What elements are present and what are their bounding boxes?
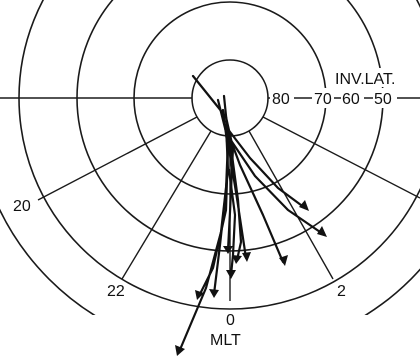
label-lat-50: 50: [374, 91, 392, 108]
label-mlt-2: 2: [337, 283, 346, 300]
arrowhead-10: [226, 270, 236, 279]
arrowhead-6: [279, 255, 288, 266]
label-mlt-0: 0: [226, 312, 235, 329]
arrowhead-group: [175, 200, 327, 356]
arrowhead-5: [242, 252, 251, 262]
meridian-2: [248, 130, 334, 280]
label-coordinate-name: INV.LAT.: [335, 71, 395, 88]
trajectory-8: [226, 134, 325, 236]
arrowhead-7: [299, 200, 309, 211]
latitude-circle-80: [191, 59, 269, 137]
labels: 80 70 60 50 INV.LAT. 20 22 0 2 MLT: [13, 68, 414, 349]
label-60-background: [341, 88, 364, 108]
trajectory-4: [177, 123, 230, 354]
label-lat-60: 60: [342, 91, 360, 108]
meridian-20: [37, 116, 198, 201]
trajectory-9: [228, 138, 243, 262]
arrowhead-1: [223, 246, 233, 254]
arrowhead-3: [195, 290, 204, 300]
trajectory-5: [222, 94, 248, 260]
arrowhead-8: [317, 226, 327, 237]
trajectory-10: [227, 168, 237, 277]
label-mlt-22: 22: [107, 283, 125, 300]
meridian-22: [121, 130, 212, 280]
arrowhead-9: [232, 255, 242, 264]
trajectory-group: [177, 74, 325, 354]
latitude-circle-50: [18, 0, 420, 310]
label-lat-80: 80: [272, 91, 290, 108]
trajectory-6: [225, 128, 285, 264]
meridian-4: [262, 116, 420, 199]
arrowhead-2: [209, 289, 219, 298]
coordinate-name-background: [334, 68, 414, 87]
label-mlt-axis: MLT: [210, 332, 241, 349]
label-50-background: [373, 88, 397, 108]
arrowhead-4: [175, 345, 185, 356]
label-mlt-20: 20: [13, 198, 31, 215]
label-80-background: [270, 88, 294, 108]
label-70-background: [312, 88, 334, 108]
trajectory-7: [225, 126, 307, 210]
label-lat-70: 70: [314, 91, 332, 108]
